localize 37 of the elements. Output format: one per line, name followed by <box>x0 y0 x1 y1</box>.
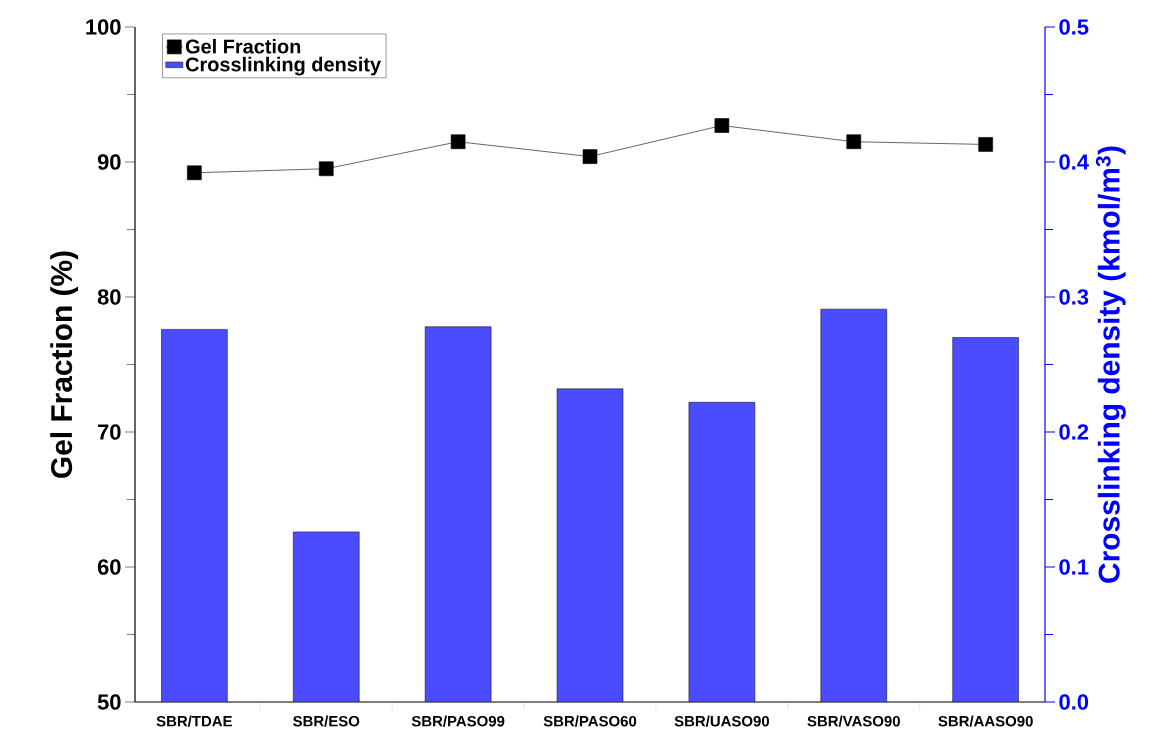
y2-tick-label: 0.1 <box>1059 559 1089 575</box>
point <box>187 165 202 181</box>
bar <box>688 402 756 702</box>
y2-tick-label: 0.2 <box>1059 424 1089 440</box>
legend-label: Crosslinking density <box>185 56 381 76</box>
x-tick-label: SBR/VASO90 <box>807 715 900 727</box>
x-tick-label: SBR/ESO <box>293 715 360 727</box>
x-tick-label: SBR/PASO99 <box>411 715 505 727</box>
y-tick-label: 70 <box>98 424 121 440</box>
bar <box>424 326 492 702</box>
point <box>582 149 598 164</box>
x-tick-label: SBR/PASO60 <box>543 715 637 727</box>
y-tick-label: 100 <box>86 19 121 35</box>
y-tick-label: 50 <box>97 694 121 710</box>
bar <box>820 308 887 702</box>
y-tick-label: 60 <box>97 559 121 575</box>
x-tick-label: SBR/TDAE <box>156 715 232 727</box>
bar <box>161 329 228 702</box>
y-axis-title: Gel Fraction (%) <box>50 251 79 478</box>
y2-tick-label: 0.3 <box>1059 289 1089 305</box>
bar <box>952 337 1019 702</box>
bar <box>293 531 360 702</box>
x-tick-label: SBR/UASO90 <box>674 715 770 727</box>
y-tick-label: 90 <box>97 154 121 170</box>
point <box>846 134 862 150</box>
y2-tick-label: 0.4 <box>1059 154 1089 170</box>
y2-tick-label: 0.5 <box>1059 19 1089 35</box>
x-tick-label: SBR/AASO90 <box>938 715 1033 727</box>
bar <box>556 388 624 702</box>
legend-label: Gel Fraction <box>185 38 301 54</box>
y-tick-label: 80 <box>97 289 121 305</box>
y2-axis-title: Crosslinking density (kmol/m$^{3}$) <box>1095 146 1126 583</box>
point <box>450 134 466 150</box>
point <box>978 137 993 152</box>
point <box>318 161 334 177</box>
point <box>714 118 730 133</box>
y2-tick-label: 0.0 <box>1059 694 1089 710</box>
